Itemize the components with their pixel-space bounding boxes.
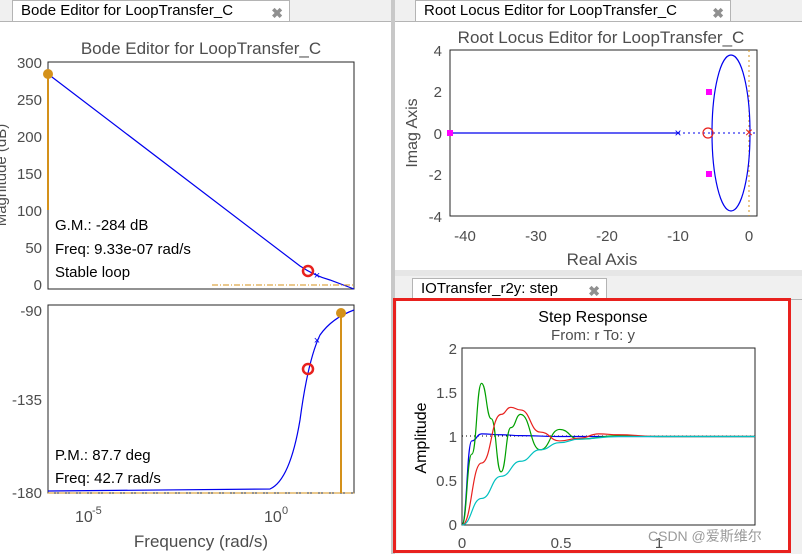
step-series-line-4[interactable]: [461, 435, 755, 526]
phase-tick: -90: [20, 303, 42, 320]
root-locus-plot[interactable]: Root Locus Editor for LoopTransfer_C 4 2…: [395, 0, 802, 270]
watermark: CSDN @爱斯维尔: [648, 528, 762, 544]
y-tick: -4: [429, 209, 442, 226]
phase-margin-text: P.M.: 87.7 deg: [55, 447, 151, 464]
x-tick: -40: [454, 228, 476, 245]
closed-loop-pole[interactable]: [706, 171, 712, 177]
open-loop-zero[interactable]: [702, 127, 714, 139]
x-tick: 1: [655, 535, 663, 552]
phase-axes: [47, 304, 355, 494]
x-tick: 0: [745, 228, 753, 245]
x-tick: -10: [667, 228, 689, 245]
y-tick: 2: [449, 341, 457, 358]
pole-marker[interactable]: ×: [314, 335, 320, 347]
rlocus-ylabel: Imag Axis: [404, 98, 421, 167]
step-series-line-3[interactable]: [461, 406, 755, 526]
complex-branch[interactable]: [711, 54, 751, 212]
phase-ticks: -90 -135 -180: [12, 303, 42, 502]
close-icon[interactable]: ✖: [271, 5, 283, 21]
tab-rlocus-label: Root Locus Editor for LoopTransfer_C: [424, 2, 677, 19]
tab-strip-divider: [395, 21, 802, 22]
close-icon[interactable]: ✖: [588, 283, 600, 299]
open-loop-pole[interactable]: ×: [745, 124, 753, 140]
step-series-line-2[interactable]: [461, 382, 755, 526]
rlocus-title: Root Locus Editor for LoopTransfer_C: [458, 28, 745, 47]
x-tick: 0: [458, 535, 466, 552]
step-x-ticks: 0 0.5 1: [458, 535, 663, 552]
x-tick: -20: [596, 228, 618, 245]
panel-splitter[interactable]: [391, 0, 395, 554]
gain-margin-freq: Freq: 9.33e-07 rad/s: [55, 241, 191, 258]
step-y-ticks: 2 1.5 1 0.5 0: [436, 341, 457, 534]
tab-strip-divider: [0, 21, 391, 22]
step-subtitle: From: r To: y: [551, 327, 635, 344]
gain-margin-text: G.M.: -284 dB: [55, 217, 148, 234]
horizontal-splitter[interactable]: [395, 270, 802, 276]
mag-tick: 300: [17, 55, 42, 72]
x-tick: 0.5: [551, 535, 572, 552]
phase-margin-freq: Freq: 42.7 rad/s: [55, 470, 161, 487]
y-tick: 2: [434, 84, 442, 101]
mag-tick: 0: [34, 277, 42, 294]
y-tick: 0: [449, 517, 457, 534]
rlocus-y-ticks: 4 2 0 -2 -4: [429, 43, 442, 226]
pole-marker[interactable]: ×: [314, 270, 320, 282]
closed-loop-pole[interactable]: [447, 130, 453, 136]
zero-marker[interactable]: [301, 264, 315, 278]
magnitude-ylabel: Magnitude (dB): [0, 124, 10, 227]
mag-tick: 250: [17, 92, 42, 109]
close-icon[interactable]: ✖: [712, 5, 724, 21]
tab-bode-editor[interactable]: Bode Editor for LoopTransfer_C ✖: [12, 0, 290, 22]
step-title: Step Response: [538, 309, 648, 326]
root-locus-panel: Root Locus Editor for LoopTransfer_C ✖ R…: [395, 0, 802, 270]
bode-plot[interactable]: Bode Editor for LoopTransfer_C 300 250 2…: [0, 0, 391, 554]
phase-tick: -135: [12, 392, 42, 409]
step-response-panel: IOTransfer_r2y: step ✖ Step Response Fro…: [395, 276, 802, 554]
tab-step-label: IOTransfer_r2y: step: [421, 280, 558, 297]
y-tick: 4: [434, 43, 442, 60]
rlocus-xlabel: Real Axis: [567, 250, 638, 269]
x-tick: -30: [525, 228, 547, 245]
x-tick-base: 10: [75, 509, 93, 526]
mag-tick: 50: [25, 240, 42, 257]
open-loop-pole[interactable]: ×: [674, 126, 681, 140]
y-tick: 1: [449, 429, 457, 446]
magnitude-curve[interactable]: [47, 73, 355, 290]
x-tick-exp: 0: [282, 505, 288, 517]
x-tick-base: 10: [264, 509, 282, 526]
y-tick: 0: [434, 126, 442, 143]
phase-handle[interactable]: [336, 308, 346, 318]
bode-editor-panel: Bode Editor for LoopTransfer_C ✖ Bode Ed…: [0, 0, 391, 554]
stability-status: Stable loop: [55, 264, 130, 281]
y-tick: 1.5: [436, 385, 457, 402]
step-series-group: [461, 382, 755, 526]
step-ylabel: Amplitude: [413, 402, 430, 473]
mag-tick: 150: [17, 166, 42, 183]
mag-tick: 200: [17, 129, 42, 146]
x-tick-exp: -5: [92, 505, 102, 517]
rlocus-x-ticks: -40 -30 -20 -10 0: [454, 228, 753, 245]
gain-handle[interactable]: [43, 69, 53, 79]
phase-curve[interactable]: [47, 309, 355, 492]
zero-marker[interactable]: [301, 362, 315, 376]
y-tick: -2: [429, 167, 442, 184]
y-tick: 0.5: [436, 473, 457, 490]
bode-xlabel: Frequency (rad/s): [134, 532, 268, 551]
tab-root-locus[interactable]: Root Locus Editor for LoopTransfer_C ✖: [415, 0, 731, 22]
mag-tick: 100: [17, 203, 42, 220]
tab-step-response[interactable]: IOTransfer_r2y: step ✖: [412, 278, 607, 300]
step-response-plot[interactable]: Step Response From: r To: y Amplitude 2 …: [395, 276, 802, 554]
closed-loop-pole[interactable]: [706, 89, 712, 95]
tab-bode-label: Bode Editor for LoopTransfer_C: [21, 2, 234, 19]
phase-tick: -180: [12, 485, 42, 502]
bode-title: Bode Editor for LoopTransfer_C: [81, 39, 321, 58]
magnitude-ticks: 300 250 200 150 100 50 0: [17, 55, 42, 294]
